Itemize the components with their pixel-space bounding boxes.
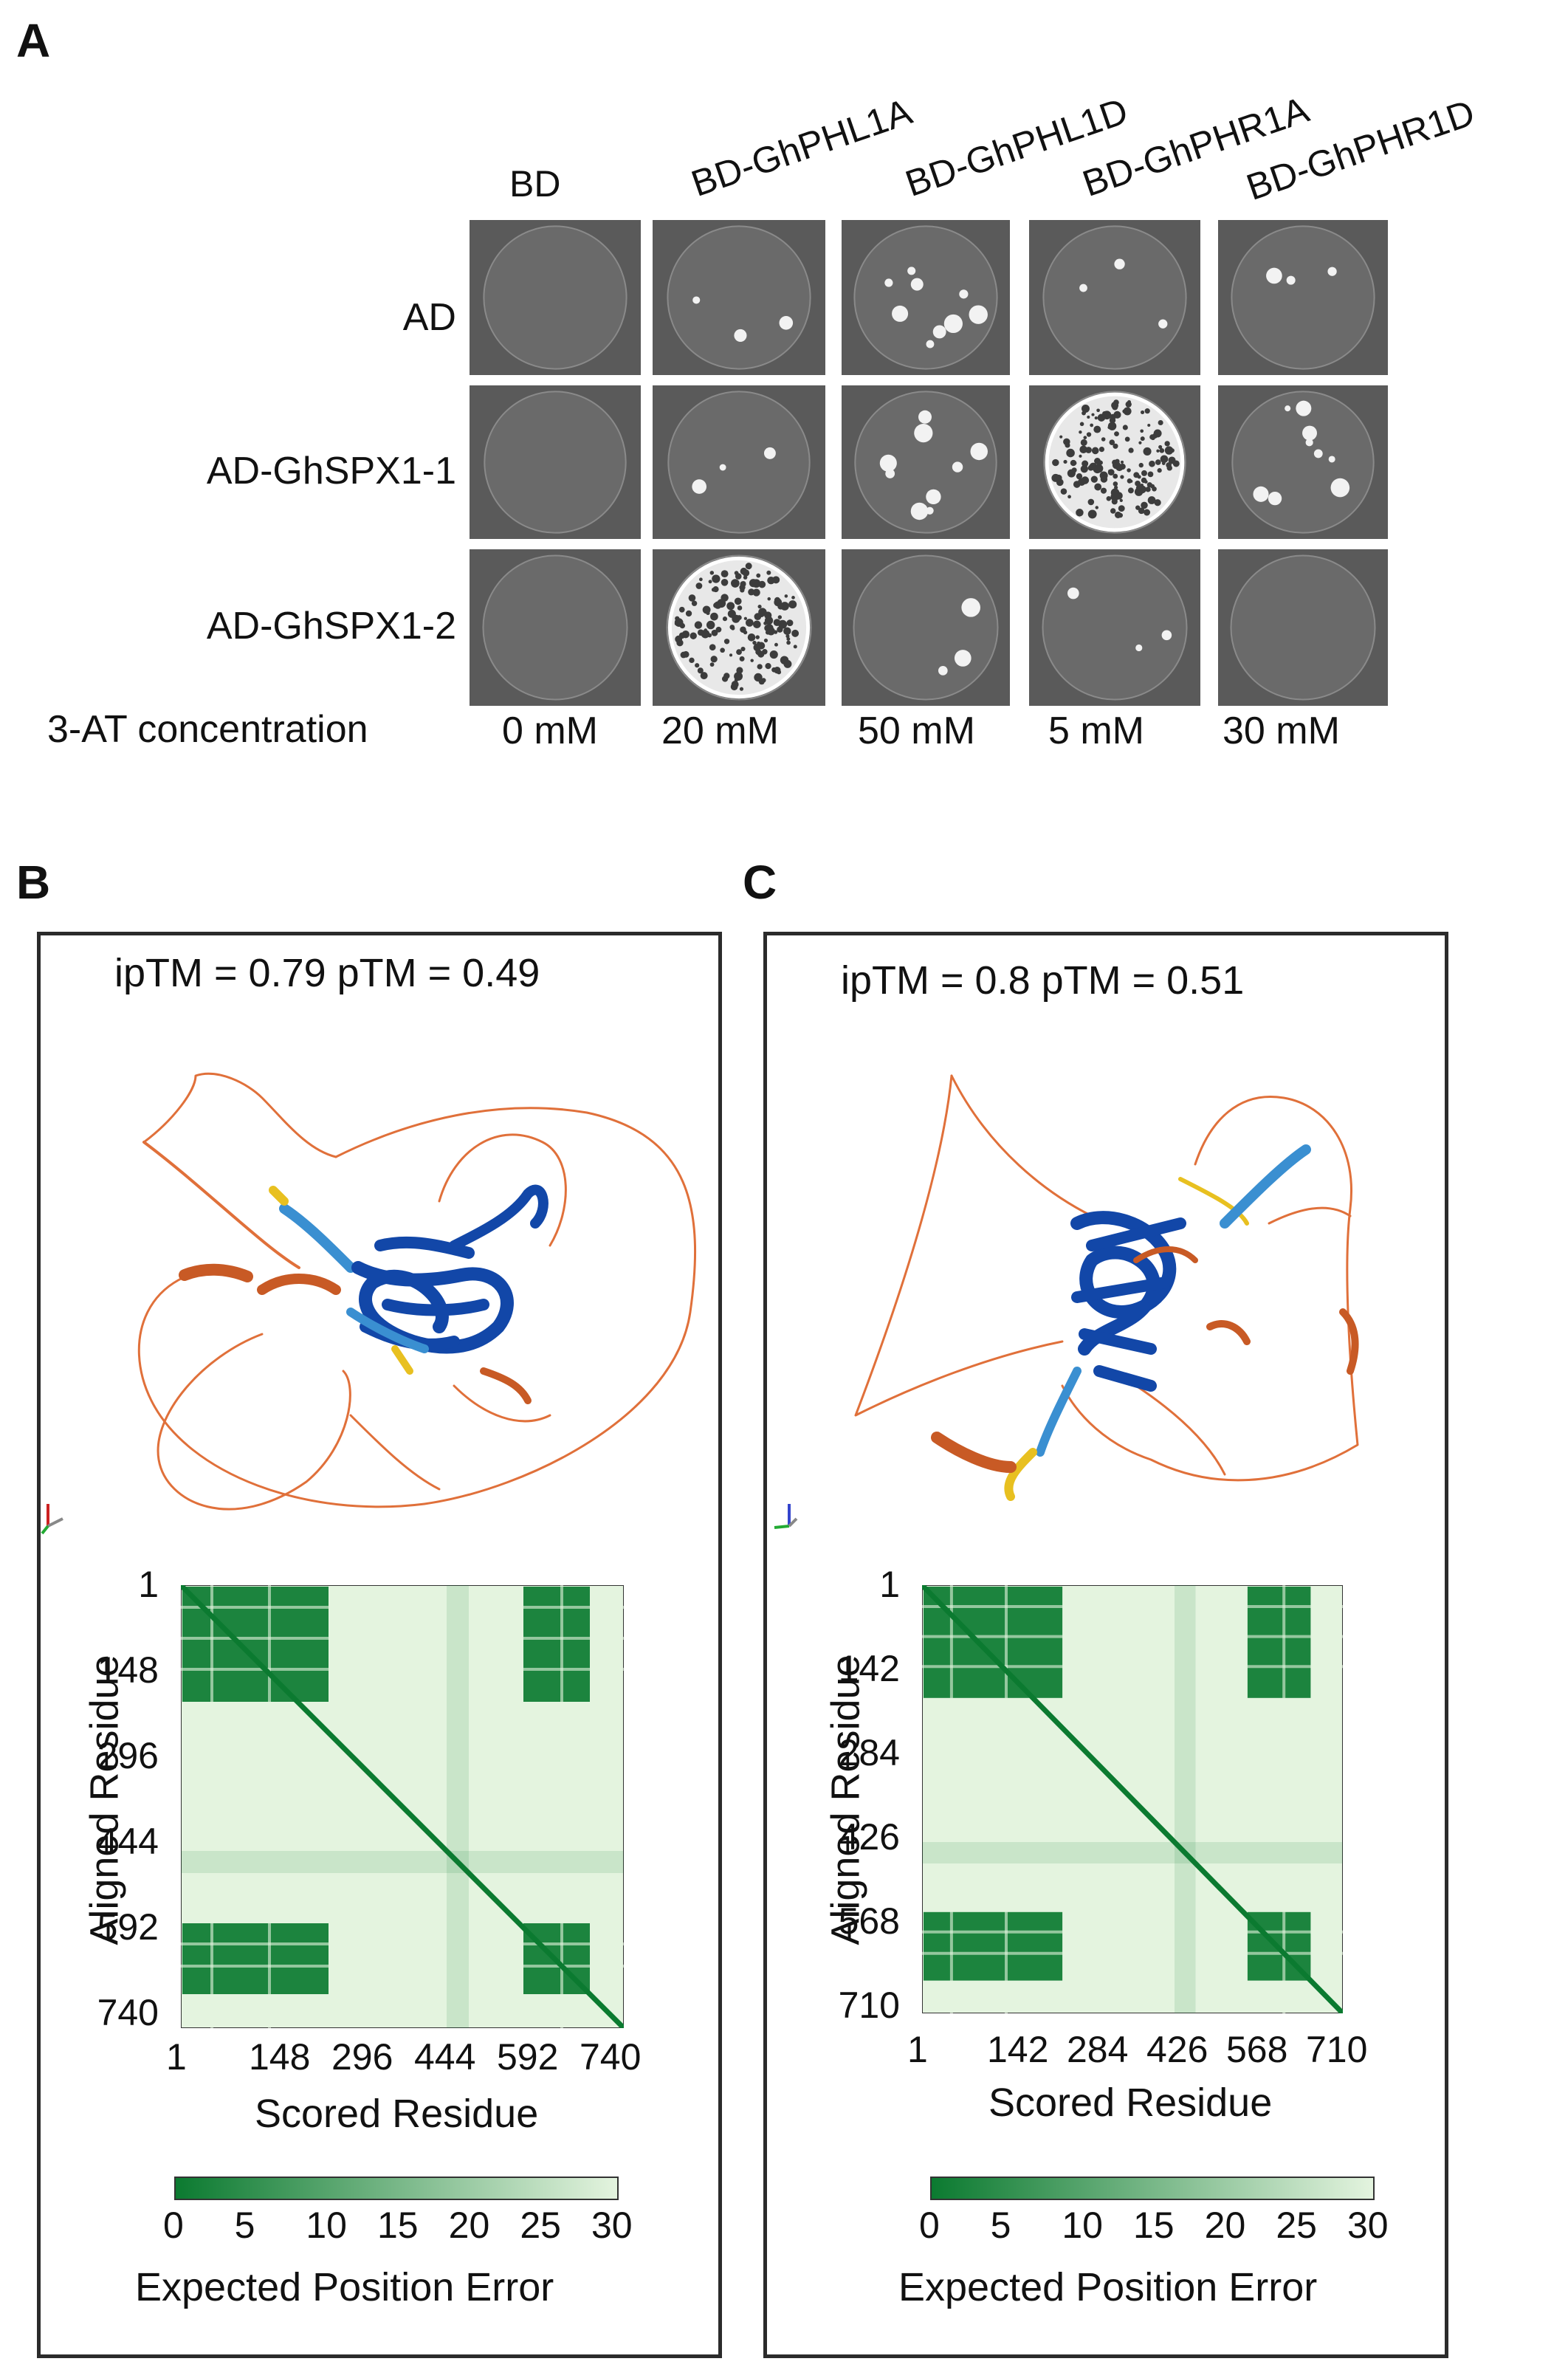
row-label-ad: AD xyxy=(402,296,456,339)
panel-c-axes-icon xyxy=(774,1504,798,1529)
row-label-ghspx1-2: AD-GhSPX1-2 xyxy=(206,605,456,647)
panel-b-y-tick-label: 740 xyxy=(97,1992,159,2033)
panel-b-colorbar-label: Expected Position Error xyxy=(135,2265,554,2309)
panel-c-pae-heatmap xyxy=(922,1585,1343,2013)
panel-b-letter: B xyxy=(16,856,51,909)
panel-c-x-tick-label: 710 xyxy=(1306,2029,1368,2070)
panel-b-y-tick-label: 296 xyxy=(97,1735,159,1776)
panel-b-y-tick-label: 444 xyxy=(97,1821,159,1862)
panel-c-y-tick-label: 568 xyxy=(838,1900,900,1942)
panel-c-x-tick-label: 142 xyxy=(987,2029,1049,2070)
panel-b-x-label: Scored Residue xyxy=(255,2092,539,2136)
panel-c-letter: C xyxy=(743,856,777,909)
row-label-ghspx1-1: AD-GhSPX1-1 xyxy=(206,450,456,492)
yeast-plate xyxy=(1218,220,1388,375)
yeast-plate xyxy=(1029,220,1200,375)
panel-a-letter: A xyxy=(16,14,51,67)
panel-b-x-tick-label: 296 xyxy=(331,2036,393,2078)
yeast-plate xyxy=(470,220,641,375)
concentration-2: 50 mM xyxy=(858,710,975,752)
yeast-plate xyxy=(470,385,641,539)
panel-b-score: ipTM = 0.79 pTM = 0.49 xyxy=(114,951,540,995)
yeast-plate xyxy=(470,549,641,706)
panel-c-x-label: Scored Residue xyxy=(988,2081,1273,2125)
concentration-4: 30 mM xyxy=(1223,710,1340,752)
panel-b-y-tick-label: 148 xyxy=(97,1649,159,1691)
yeast-plate xyxy=(1218,385,1388,539)
panel-b-colorbar-tick-label: 5 xyxy=(234,2205,255,2246)
panel-c-colorbar-tick-label: 30 xyxy=(1347,2205,1389,2246)
panel-b-x-tick-label: 444 xyxy=(414,2036,476,2078)
yeast-plate xyxy=(653,220,825,375)
panel-c-y-tick-label: 1 xyxy=(879,1564,900,1605)
panel-b-colorbar-tick-label: 20 xyxy=(448,2205,490,2246)
panel-b-y-tick-label: 1 xyxy=(138,1564,159,1605)
panel-b-pae-heatmap xyxy=(181,1585,624,2028)
panel-c-colorbar-tick-label: 15 xyxy=(1133,2205,1175,2246)
panel-c-x-tick-label: 568 xyxy=(1226,2029,1288,2070)
yeast-plate xyxy=(842,549,1010,706)
panel-c-colorbar xyxy=(930,2177,1375,2200)
panel-c-x-tick-label: 1 xyxy=(907,2029,928,2070)
panel-c-structure xyxy=(854,1074,1359,1501)
panel-c-colorbar-tick-label: 25 xyxy=(1276,2205,1317,2246)
panel-b-x-tick-label: 740 xyxy=(580,2036,642,2078)
concentration-axis-label: 3-AT concentration xyxy=(47,708,368,751)
column-label-bd: BD xyxy=(509,163,561,205)
yeast-plate xyxy=(1029,549,1200,706)
panel-b-colorbar xyxy=(174,2177,619,2200)
column-label-ghphl1a: BD-GhPHL1A xyxy=(686,90,917,205)
yeast-plate xyxy=(653,549,825,706)
panel-c-y-tick-label: 426 xyxy=(838,1816,900,1858)
yeast-plate xyxy=(1029,385,1200,539)
panel-b-y-label: Aligned Residue xyxy=(82,1655,127,1945)
panel-b-box: ipTM = 0.79 pTM = 0.49 1 148 296 444 592 740 xyxy=(37,932,722,2358)
panel-b-x-tick-label: 1 xyxy=(166,2036,187,2078)
yeast-plate xyxy=(842,220,1010,375)
panel-c-y-tick-label: 710 xyxy=(838,1985,900,2026)
concentration-3: 5 mM xyxy=(1048,710,1144,752)
panel-b-axes-icon xyxy=(41,1504,63,1535)
panel-c-colorbar-tick-label: 5 xyxy=(990,2205,1011,2246)
panel-b-y-tick-label: 592 xyxy=(97,1906,159,1948)
concentration-1: 20 mM xyxy=(661,710,779,752)
panel-c-colorbar-tick-label: 20 xyxy=(1204,2205,1246,2246)
panel-b-colorbar-tick-label: 25 xyxy=(520,2205,561,2246)
panel-c-x-tick-label: 284 xyxy=(1067,2029,1129,2070)
panel-c-y-tick-label: 142 xyxy=(838,1648,900,1689)
panel-b-colorbar-tick-label: 10 xyxy=(306,2205,347,2246)
panel-c-colorbar-tick-label: 0 xyxy=(919,2205,940,2246)
yeast-plate xyxy=(842,385,1010,539)
panel-b-colorbar-tick-label: 0 xyxy=(163,2205,184,2246)
panel-c-score: ipTM = 0.8 pTM = 0.51 xyxy=(841,958,1245,1003)
panel-c-y-tick-label: 284 xyxy=(838,1732,900,1773)
panel-c-colorbar-tick-label: 10 xyxy=(1062,2205,1103,2246)
concentration-0: 0 mM xyxy=(502,710,598,752)
panel-c-x-tick-label: 426 xyxy=(1146,2029,1208,2070)
panel-c-y-label: Aligned Residue xyxy=(823,1655,868,1945)
panel-b-x-tick-label: 148 xyxy=(249,2036,311,2078)
yeast-plate xyxy=(653,385,825,539)
panel-c-box: ipTM = 0.8 pTM = 0.51 1 142 284 426 568 710 1… xyxy=(763,932,1448,2358)
panel-b-colorbar-tick-label: 30 xyxy=(591,2205,633,2246)
panel-b-structure xyxy=(137,1072,697,1511)
panel-b-colorbar-tick-label: 15 xyxy=(377,2205,419,2246)
panel-b-x-tick-label: 592 xyxy=(497,2036,559,2078)
panel-c-colorbar-label: Expected Position Error xyxy=(898,2265,1318,2309)
yeast-plate xyxy=(1218,549,1388,706)
